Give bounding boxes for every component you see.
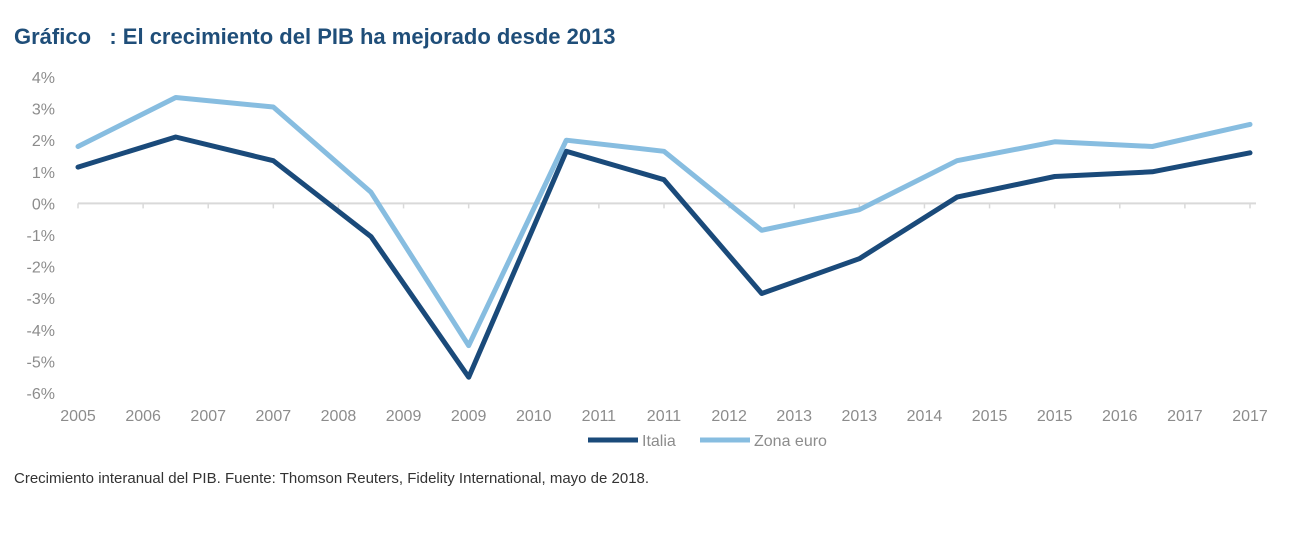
y-axis-ticks: 4% 3% 2% 1% 0% -1% -2% -3% -4% -5% -6% bbox=[27, 70, 55, 403]
x-tick-label: 2014 bbox=[907, 408, 943, 425]
x-tick-label: 2008 bbox=[321, 408, 357, 425]
y-tick-label: -6% bbox=[27, 386, 55, 403]
x-tick-label: 2015 bbox=[1037, 408, 1073, 425]
x-tick-label: 2007 bbox=[256, 408, 292, 425]
x-tick-label: 2015 bbox=[972, 408, 1008, 425]
y-tick-label: 0% bbox=[32, 196, 55, 213]
x-tick-label: 2006 bbox=[125, 408, 161, 425]
legend: Italia Zona euro bbox=[588, 433, 827, 450]
x-tick-label: 2005 bbox=[60, 408, 96, 425]
zero-baseline bbox=[77, 202, 1256, 209]
series-line-zona-euro bbox=[75, 95, 1253, 349]
legend-italia-label: Italia bbox=[642, 433, 676, 450]
x-tick-label: 2016 bbox=[1102, 408, 1138, 425]
x-tick-label: 2009 bbox=[451, 408, 487, 425]
y-tick-label: -3% bbox=[27, 291, 55, 308]
x-tick-label: 2013 bbox=[842, 408, 878, 425]
x-tick-label: 2011 bbox=[647, 408, 682, 425]
x-axis-ticks: 2005 2006 2007 2007 2008 2009 2009 2010 2011 2011… bbox=[60, 408, 1268, 425]
y-tick-label: -5% bbox=[27, 354, 55, 371]
x-tick-label: 2013 bbox=[776, 408, 812, 425]
y-tick-label: -2% bbox=[27, 260, 55, 277]
legend-zona-euro-label: Zona euro bbox=[754, 433, 827, 450]
y-tick-label: 1% bbox=[32, 165, 55, 182]
x-tick-label: 2011 bbox=[582, 408, 617, 425]
x-tick-label: 2010 bbox=[516, 408, 552, 425]
source-caption: Crecimiento interanual del PIB. Fuente: … bbox=[14, 470, 650, 487]
x-tick-label: 2012 bbox=[711, 408, 747, 425]
y-tick-label: -4% bbox=[27, 323, 55, 340]
chart-title: Gráfico : El crecimiento del PIB ha mejo… bbox=[14, 24, 616, 49]
y-tick-label: -1% bbox=[27, 228, 55, 245]
x-tick-label: 2017 bbox=[1167, 408, 1203, 425]
series-line-italia bbox=[75, 134, 1253, 380]
y-tick-label: 3% bbox=[32, 102, 55, 119]
x-tick-label: 2017 bbox=[1232, 408, 1268, 425]
series-lines bbox=[75, 95, 1253, 380]
y-tick-label: 4% bbox=[32, 70, 55, 87]
x-tick-label: 2007 bbox=[190, 408, 226, 425]
y-tick-label: 2% bbox=[32, 133, 55, 150]
x-tick-label: 2009 bbox=[386, 408, 422, 425]
